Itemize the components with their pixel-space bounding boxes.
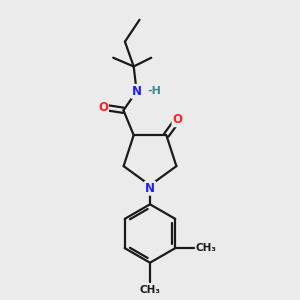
Text: O: O bbox=[98, 101, 108, 114]
Text: -H: -H bbox=[148, 86, 162, 96]
Text: N: N bbox=[145, 182, 155, 195]
Text: CH₃: CH₃ bbox=[140, 285, 160, 295]
Text: N: N bbox=[132, 85, 142, 98]
Text: CH₃: CH₃ bbox=[196, 243, 217, 253]
Text: O: O bbox=[172, 113, 182, 126]
